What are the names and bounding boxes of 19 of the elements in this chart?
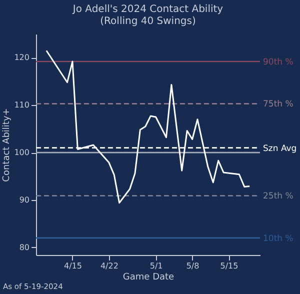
- x-tick-label: 4/22: [100, 262, 118, 270]
- x-tick-label: 5/1: [150, 262, 163, 270]
- x-tick-label: 4/15: [64, 262, 82, 270]
- y-axis-title: Contact Ability+: [2, 108, 12, 182]
- y-tick-label: 100: [14, 148, 30, 158]
- y-tick-label: 90: [19, 195, 30, 204]
- x-axis-title: Game Date: [122, 272, 175, 282]
- ref-line-label: 10th %: [263, 234, 294, 244]
- x-tick-label: 5/8: [186, 262, 200, 270]
- chart-title: Jo Adell's 2024 Contact Ability: [72, 4, 224, 15]
- y-tick-label: 110: [14, 100, 30, 110]
- x-tick-label: 5/15: [220, 262, 238, 270]
- ref-line-label: Szn Avg: [263, 144, 297, 154]
- ref-line-label: 90th %: [263, 58, 294, 68]
- chart-subtitle: (Rolling 40 Swings): [100, 16, 196, 27]
- ref-line-label: 75th %: [263, 100, 294, 110]
- ref-line-label: 25th %: [263, 192, 294, 202]
- y-tick-label: 80: [19, 242, 30, 252]
- y-tick-label: 120: [14, 53, 30, 62]
